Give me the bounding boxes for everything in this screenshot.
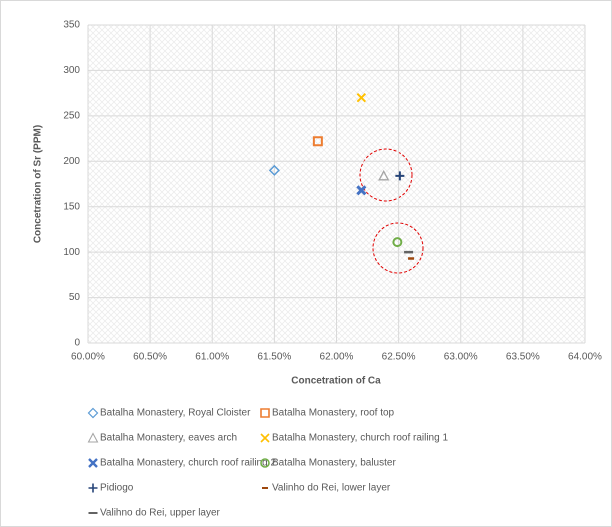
highlight-circle	[359, 148, 413, 202]
legend-label: Valinho do Rei, lower layer	[272, 483, 391, 494]
data-point	[392, 237, 403, 248]
legend-label: Batalha Monastery, church roof railing 2	[100, 458, 276, 469]
legend-label: Batalha Monastery, eaves arch	[100, 433, 237, 444]
x-tick-label: 63.50%	[506, 352, 540, 363]
legend-marker	[87, 432, 99, 443]
x-tick-label: 60.00%	[71, 352, 105, 363]
x-tick-label: 61.50%	[257, 352, 291, 363]
legend-label: Batalha Monastery, Royal Cloister	[100, 408, 251, 419]
y-tick-label: 200	[63, 156, 80, 167]
data-point	[312, 136, 323, 147]
y-tick-label: 300	[63, 65, 80, 76]
x-tick-label: 61.00%	[195, 352, 229, 363]
data-point	[356, 92, 367, 103]
y-tick-label: 100	[63, 247, 80, 258]
y-tick-label: 50	[69, 292, 81, 303]
x-tick-label: 62.50%	[382, 352, 416, 363]
legend-label: Batalha Monastery, roof top	[272, 408, 395, 419]
x-axis-title: Concetration of Ca	[291, 376, 381, 387]
legend-marker	[260, 408, 270, 418]
legend-label: Pidiogo	[100, 483, 134, 494]
legend-marker	[87, 407, 99, 419]
legend-label: Batalha Monastery, church roof railing 1	[272, 433, 448, 444]
y-axis-title: Concetration of Sr (PPM)	[33, 125, 44, 243]
data-point	[378, 169, 390, 181]
legend-marker	[260, 458, 270, 468]
highlight-circle	[372, 222, 424, 274]
y-tick-label: 350	[63, 20, 80, 31]
x-tick-label: 64.00%	[568, 352, 602, 363]
legend-label: Valihno do Rei, upper layer	[100, 508, 221, 519]
y-tick-label: 0	[74, 338, 80, 349]
data-point	[268, 164, 280, 176]
legend-label: Batalha Monastery, baluster	[272, 458, 396, 469]
y-tick-label: 250	[63, 110, 80, 121]
x-tick-label: 62.00%	[320, 352, 354, 363]
y-tick-label: 150	[63, 201, 80, 212]
legend-marker	[260, 433, 270, 443]
data-point	[395, 171, 405, 181]
data-point	[356, 185, 367, 196]
x-tick-label: 63.00%	[444, 352, 478, 363]
x-tick-label: 60.50%	[133, 352, 167, 363]
legend-marker	[88, 458, 98, 468]
legend-marker	[88, 483, 98, 493]
